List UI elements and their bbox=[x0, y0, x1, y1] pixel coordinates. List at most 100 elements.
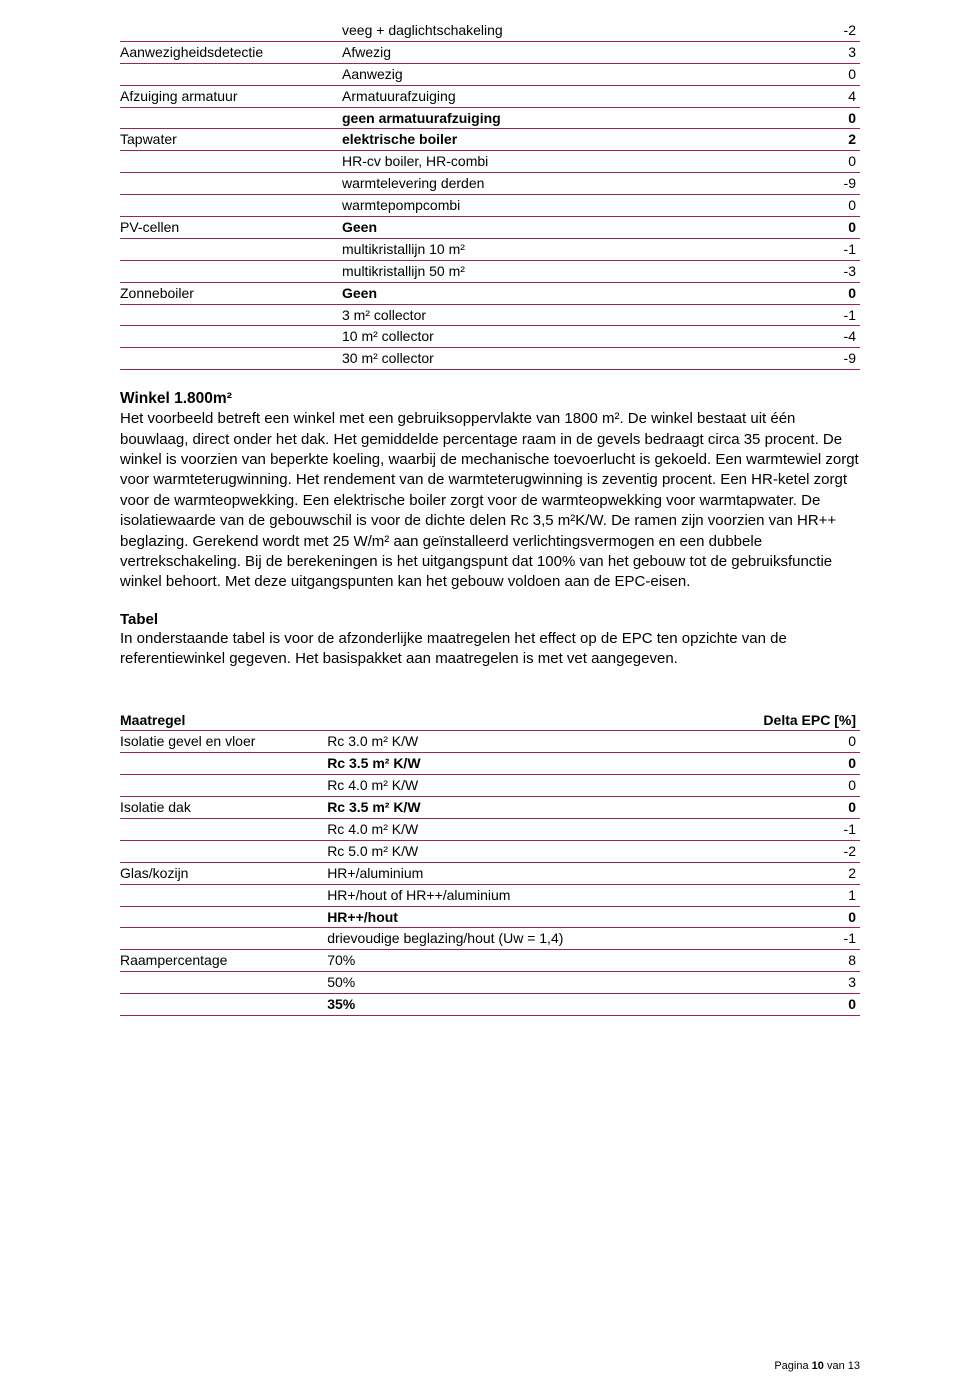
row-label: drievoudige beglazing/hout (Uw = 1,4) bbox=[327, 928, 727, 950]
row-value: -1 bbox=[786, 238, 860, 260]
table-row: 10 m² collector-4 bbox=[120, 326, 860, 348]
row-value: -2 bbox=[786, 20, 860, 41]
row-label: Rc 4.0 m² K/W bbox=[327, 775, 727, 797]
row-value: -1 bbox=[727, 819, 860, 841]
row-label: Geen bbox=[342, 282, 786, 304]
table-row: drievoudige beglazing/hout (Uw = 1,4)-1 bbox=[120, 928, 860, 950]
row-label: Rc 3.5 m² K/W bbox=[327, 753, 727, 775]
row-label: multikristallijn 10 m² bbox=[342, 238, 786, 260]
row-label: Rc 5.0 m² K/W bbox=[327, 840, 727, 862]
table-row: HR++/hout0 bbox=[120, 906, 860, 928]
row-group: Isolatie gevel en vloer bbox=[120, 731, 327, 753]
table-row: Glas/kozijnHR+/aluminium2 bbox=[120, 862, 860, 884]
row-group bbox=[120, 775, 327, 797]
row-label: warmtepompcombi bbox=[342, 195, 786, 217]
row-label: HR+/hout of HR++/aluminium bbox=[327, 884, 727, 906]
table-row: Rc 5.0 m² K/W-2 bbox=[120, 840, 860, 862]
table-row: HR+/hout of HR++/aluminium1 bbox=[120, 884, 860, 906]
row-value: 0 bbox=[727, 731, 860, 753]
row-label: Geen bbox=[342, 217, 786, 239]
table-row: AanwezigheidsdetectieAfwezig3 bbox=[120, 41, 860, 63]
row-group bbox=[120, 151, 342, 173]
row-group bbox=[120, 840, 327, 862]
row-value: 1 bbox=[727, 884, 860, 906]
row-group: Isolatie dak bbox=[120, 797, 327, 819]
row-group bbox=[120, 195, 342, 217]
table-row: Rc 4.0 m² K/W0 bbox=[120, 775, 860, 797]
page-footer: Pagina 10 van 13 bbox=[774, 1360, 860, 1372]
document-page: veeg + daglichtschakeling-2Aanwezigheids… bbox=[0, 0, 960, 1392]
footer-total: 13 bbox=[848, 1360, 860, 1372]
row-group bbox=[120, 972, 327, 994]
table-row: 50%3 bbox=[120, 972, 860, 994]
row-group: Glas/kozijn bbox=[120, 862, 327, 884]
row-label: HR+/aluminium bbox=[327, 862, 727, 884]
row-label: 30 m² collector bbox=[342, 348, 786, 370]
row-label: veeg + daglichtschakeling bbox=[342, 20, 786, 41]
row-group bbox=[120, 348, 342, 370]
table-row: veeg + daglichtschakeling-2 bbox=[120, 20, 860, 41]
row-value: -9 bbox=[786, 173, 860, 195]
row-value: 0 bbox=[727, 775, 860, 797]
row-group bbox=[120, 906, 327, 928]
row-label: 3 m² collector bbox=[342, 304, 786, 326]
header-maatregel: Maatregel bbox=[120, 710, 327, 731]
table-row: Isolatie dakRc 3.5 m² K/W0 bbox=[120, 797, 860, 819]
row-value: 0 bbox=[786, 107, 860, 129]
row-label: Afwezig bbox=[342, 41, 786, 63]
row-value: 8 bbox=[727, 950, 860, 972]
table-row: geen armatuurafzuiging0 bbox=[120, 107, 860, 129]
row-value: 4 bbox=[786, 85, 860, 107]
footer-prefix: Pagina bbox=[774, 1360, 811, 1372]
row-value: -3 bbox=[786, 260, 860, 282]
table-row: ZonneboilerGeen0 bbox=[120, 282, 860, 304]
row-label: geen armatuurafzuiging bbox=[342, 107, 786, 129]
row-group bbox=[120, 173, 342, 195]
table-row: Rc 4.0 m² K/W-1 bbox=[120, 819, 860, 841]
row-group bbox=[120, 994, 327, 1016]
row-group: Afzuiging armatuur bbox=[120, 85, 342, 107]
section-body-1: Het voorbeeld betreft een winkel met een… bbox=[120, 409, 860, 593]
table-row: 30 m² collector-9 bbox=[120, 348, 860, 370]
row-label: 50% bbox=[327, 972, 727, 994]
header-spacer bbox=[327, 710, 727, 731]
row-group bbox=[120, 326, 342, 348]
row-group bbox=[120, 753, 327, 775]
row-value: -2 bbox=[727, 840, 860, 862]
table-row: Rc 3.5 m² K/W0 bbox=[120, 753, 860, 775]
measures-table: Maatregel Delta EPC [%] Isolatie gevel en … bbox=[120, 710, 860, 1016]
row-value: -1 bbox=[786, 304, 860, 326]
table-row: Aanwezig0 bbox=[120, 63, 860, 85]
row-label: multikristallijn 50 m² bbox=[342, 260, 786, 282]
table-header-row: Maatregel Delta EPC [%] bbox=[120, 710, 860, 731]
table-row: multikristallijn 10 m²-1 bbox=[120, 238, 860, 260]
footer-mid: van bbox=[824, 1360, 848, 1372]
row-value: 3 bbox=[786, 41, 860, 63]
row-value: 0 bbox=[727, 906, 860, 928]
table-row: 35%0 bbox=[120, 994, 860, 1016]
row-group bbox=[120, 304, 342, 326]
row-group: Zonneboiler bbox=[120, 282, 342, 304]
table-row: warmtelevering derden-9 bbox=[120, 173, 860, 195]
row-group bbox=[120, 238, 342, 260]
row-value: 0 bbox=[786, 195, 860, 217]
row-label: elektrische boiler bbox=[342, 129, 786, 151]
table-row: Tapwaterelektrische boiler2 bbox=[120, 129, 860, 151]
row-label: 35% bbox=[327, 994, 727, 1016]
row-group bbox=[120, 928, 327, 950]
row-label: warmtelevering derden bbox=[342, 173, 786, 195]
row-label: 10 m² collector bbox=[342, 326, 786, 348]
row-group: PV-cellen bbox=[120, 217, 342, 239]
row-value: 2 bbox=[786, 129, 860, 151]
table-row: Raampercentage70%8 bbox=[120, 950, 860, 972]
footer-page-num: 10 bbox=[812, 1360, 824, 1372]
header-delta-epc: Delta EPC [%] bbox=[727, 710, 860, 731]
table-row: warmtepompcombi0 bbox=[120, 195, 860, 217]
row-group: Tapwater bbox=[120, 129, 342, 151]
row-value: 0 bbox=[786, 151, 860, 173]
row-label: Rc 3.0 m² K/W bbox=[327, 731, 727, 753]
table-row: Afzuiging armatuurArmatuurafzuiging4 bbox=[120, 85, 860, 107]
section-heading: Winkel 1.800m² bbox=[120, 390, 860, 408]
row-group bbox=[120, 260, 342, 282]
row-value: 0 bbox=[727, 797, 860, 819]
